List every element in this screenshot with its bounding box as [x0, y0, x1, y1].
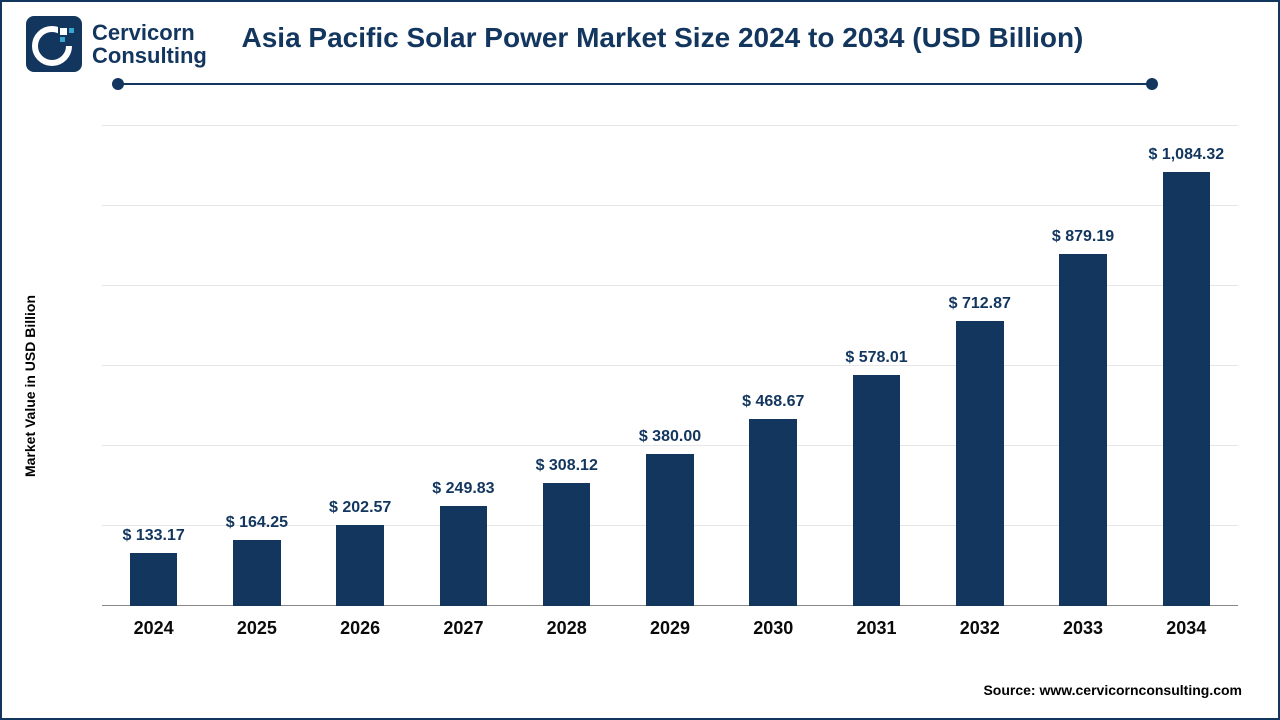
bar [1059, 254, 1107, 606]
bar-value-label: $ 164.25 [185, 514, 330, 532]
bar-slot: $ 578.01 [825, 126, 928, 606]
header: Cervicorn Consulting Asia Pacific Solar … [2, 16, 1278, 72]
x-tick-label: 2026 [309, 606, 412, 646]
x-tick-label: 2034 [1135, 606, 1238, 646]
chart-area: Market Value in USD Billion $ 133.17$ 16… [74, 126, 1246, 646]
brand-logo-block: Cervicorn Consulting [26, 16, 207, 72]
brand-logo-text: Cervicorn Consulting [92, 21, 207, 67]
x-tick-label: 2030 [722, 606, 825, 646]
bar [336, 525, 384, 606]
x-tick-label: 2025 [205, 606, 308, 646]
x-tick-label: 2024 [102, 606, 205, 646]
bar-value-label: $ 308.12 [494, 457, 639, 475]
bar [440, 506, 488, 606]
bar [1163, 172, 1211, 606]
title-underline [112, 78, 1158, 90]
bar-value-label: $ 712.87 [907, 295, 1052, 313]
x-tick-label: 2028 [515, 606, 618, 646]
chart-title: Asia Pacific Solar Power Market Size 202… [207, 16, 1278, 54]
x-tick-label: 2032 [928, 606, 1031, 646]
brand-name-line-1: Cervicorn [92, 21, 207, 44]
bar-value-label: $ 468.67 [701, 393, 846, 411]
bar-slot: $ 308.12 [515, 126, 618, 606]
bar-value-label: $ 879.19 [1011, 228, 1156, 246]
bar-value-label: $ 202.57 [288, 499, 433, 517]
underline-line [118, 83, 1152, 85]
underline-dot-right [1146, 78, 1158, 90]
x-axis: 2024202520262027202820292030203120322033… [102, 606, 1238, 646]
plot-region: $ 133.17$ 164.25$ 202.57$ 249.83$ 308.12… [102, 126, 1238, 606]
brand-name-line-2: Consulting [92, 44, 207, 67]
bar-value-label: $ 578.01 [804, 349, 949, 367]
bar-slot: $ 879.19 [1031, 126, 1134, 606]
bar [646, 454, 694, 606]
bar-slot: $ 380.00 [618, 126, 721, 606]
bar-slot: $ 1,084.32 [1135, 126, 1238, 606]
bar [233, 540, 281, 606]
x-tick-label: 2033 [1031, 606, 1134, 646]
x-tick-label: 2029 [618, 606, 721, 646]
x-tick-label: 2031 [825, 606, 928, 646]
chart-frame: Cervicorn Consulting Asia Pacific Solar … [0, 0, 1280, 720]
bar-value-label: $ 380.00 [598, 428, 743, 446]
bar-slot: $ 133.17 [102, 126, 205, 606]
bar-slot: $ 164.25 [205, 126, 308, 606]
bar-value-label: $ 249.83 [391, 480, 536, 498]
bar-slot: $ 202.57 [309, 126, 412, 606]
brand-logo-icon [26, 16, 82, 72]
source-attribution: Source: www.cervicornconsulting.com [983, 682, 1242, 698]
bar [853, 375, 901, 606]
bar [130, 553, 178, 606]
bar [956, 321, 1004, 606]
bar [749, 419, 797, 606]
bar-value-label: $ 1,084.32 [1114, 146, 1259, 164]
bars-container: $ 133.17$ 164.25$ 202.57$ 249.83$ 308.12… [102, 126, 1238, 606]
bar-slot: $ 249.83 [412, 126, 515, 606]
bar-slot: $ 712.87 [928, 126, 1031, 606]
y-axis-label: Market Value in USD Billion [22, 295, 38, 477]
x-tick-label: 2027 [412, 606, 515, 646]
bar [543, 483, 591, 606]
